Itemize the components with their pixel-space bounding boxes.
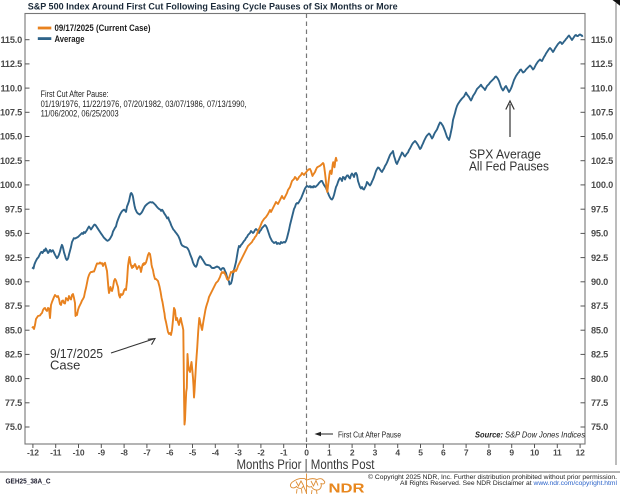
svg-text:87.5: 87.5 [5, 301, 22, 311]
svg-text:100.0: 100.0 [0, 180, 22, 190]
svg-text:9: 9 [509, 448, 514, 458]
svg-text:8: 8 [487, 448, 492, 458]
svg-text:1: 1 [327, 448, 332, 458]
svg-text:-1: -1 [280, 448, 288, 458]
svg-text:7: 7 [464, 448, 469, 458]
svg-text:77.5: 77.5 [591, 398, 608, 408]
svg-text:10: 10 [530, 448, 540, 458]
svg-text:105.0: 105.0 [0, 132, 22, 142]
svg-text:-11: -11 [50, 448, 62, 458]
svg-text:97.5: 97.5 [591, 204, 608, 214]
svg-text:100.0: 100.0 [591, 180, 613, 190]
svg-text:97.5: 97.5 [5, 204, 22, 214]
svg-text:01/19/1976, 11/22/1976, 07/20/: 01/19/1976, 11/22/1976, 07/20/1982, 03/0… [41, 99, 247, 109]
svg-text:Source: S&P Dow Jones Indices: Source: S&P Dow Jones Indices [475, 429, 585, 439]
svg-text:-12: -12 [27, 448, 39, 458]
svg-text:75.0: 75.0 [5, 422, 22, 432]
svg-text:90.0: 90.0 [591, 277, 608, 287]
svg-text:115.0: 115.0 [1, 35, 23, 45]
svg-text:Case: Case [50, 358, 80, 373]
svg-text:80.0: 80.0 [5, 374, 22, 384]
svg-text:107.5: 107.5 [0, 108, 22, 118]
svg-text:112.5: 112.5 [591, 59, 613, 69]
svg-text:SPX Average: SPX Average [469, 147, 541, 162]
svg-text:6: 6 [441, 448, 446, 458]
svg-text:85.0: 85.0 [591, 325, 608, 335]
svg-text:92.5: 92.5 [591, 253, 608, 263]
svg-text:110.0: 110.0 [1, 83, 23, 93]
svg-text:75.0: 75.0 [591, 422, 608, 432]
svg-text:GEH25_38A_C: GEH25_38A_C [6, 477, 51, 486]
svg-text:First Cut After Pause:: First Cut After Pause: [41, 89, 109, 99]
svg-text:110.0: 110.0 [591, 83, 613, 93]
svg-text:107.5: 107.5 [591, 108, 613, 118]
svg-text:102.5: 102.5 [0, 156, 22, 166]
svg-text:Average: Average [55, 34, 85, 45]
svg-text:-9: -9 [98, 448, 106, 458]
svg-text:All Fed Pauses: All Fed Pauses [469, 159, 549, 174]
svg-text:80.0: 80.0 [591, 374, 608, 384]
svg-text:95.0: 95.0 [591, 229, 608, 239]
svg-text:4: 4 [395, 448, 400, 458]
svg-text:-2: -2 [257, 448, 265, 458]
svg-text:All Rights Reserved. See NDR D: All Rights Reserved. See NDR Disclaimer … [400, 480, 617, 487]
svg-text:© Copyright 2025 NDR, Inc. Fur: © Copyright 2025 NDR, Inc. Further distr… [368, 473, 617, 481]
svg-text:-5: -5 [189, 448, 197, 458]
svg-text:-3: -3 [235, 448, 243, 458]
svg-text:09/17/2025 (Current Case): 09/17/2025 (Current Case) [55, 23, 151, 34]
svg-text:3: 3 [373, 448, 378, 458]
svg-text:105.0: 105.0 [591, 132, 613, 142]
svg-text:12: 12 [576, 448, 586, 458]
svg-text:-10: -10 [73, 448, 85, 458]
svg-text:-8: -8 [121, 448, 129, 458]
svg-text:82.5: 82.5 [591, 350, 608, 360]
svg-text:2: 2 [350, 448, 355, 458]
svg-text:-7: -7 [143, 448, 151, 458]
svg-text:85.0: 85.0 [5, 325, 22, 335]
svg-text:102.5: 102.5 [591, 156, 613, 166]
svg-text:11: 11 [553, 448, 562, 458]
svg-text:112.5: 112.5 [1, 59, 23, 69]
svg-text:95.0: 95.0 [5, 229, 22, 239]
svg-text:First Cut After Pause: First Cut After Pause [338, 429, 401, 439]
svg-text:NDR: NDR [329, 481, 366, 494]
svg-text:90.0: 90.0 [5, 277, 22, 287]
svg-text:11/06/2002, 06/25/2003: 11/06/2002, 06/25/2003 [41, 109, 119, 119]
svg-text:5: 5 [418, 448, 423, 458]
svg-text:115.0: 115.0 [591, 35, 613, 45]
svg-text:S&P 500 Index Around First Cut: S&P 500 Index Around First Cut Following… [28, 1, 398, 12]
svg-text:9/17/2025: 9/17/2025 [50, 346, 103, 361]
svg-text:77.5: 77.5 [5, 398, 22, 408]
svg-text:92.5: 92.5 [5, 253, 22, 263]
svg-text:0: 0 [304, 448, 309, 458]
svg-text:Months Prior | Months Post: Months Prior | Months Post [237, 457, 375, 472]
svg-text:87.5: 87.5 [591, 301, 608, 311]
svg-text:-6: -6 [166, 448, 174, 458]
svg-text:-4: -4 [212, 448, 220, 458]
svg-text:82.5: 82.5 [5, 350, 22, 360]
